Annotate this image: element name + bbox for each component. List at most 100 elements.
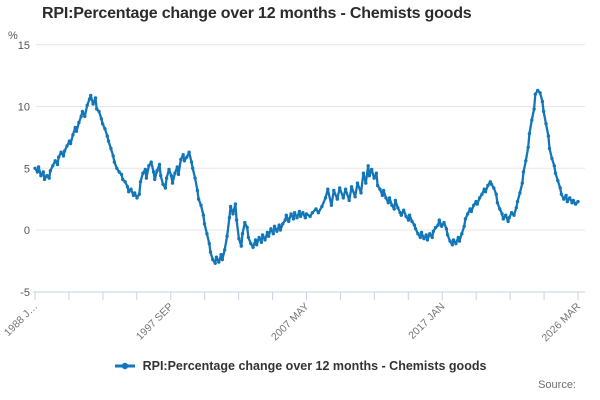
series-marker <box>374 171 379 175</box>
series-marker <box>576 199 580 204</box>
series-marker <box>149 160 153 164</box>
series-marker <box>509 211 514 215</box>
series-marker <box>144 176 149 180</box>
series-marker <box>526 145 530 149</box>
series-marker <box>51 164 55 168</box>
series-marker <box>205 232 209 236</box>
series-marker <box>151 170 156 174</box>
series-marker <box>295 216 299 220</box>
series-marker <box>556 178 560 183</box>
series-marker <box>518 191 522 195</box>
series-marker <box>175 165 179 169</box>
series-marker <box>527 132 532 136</box>
series-marker <box>62 149 67 153</box>
series-marker <box>310 211 315 215</box>
series-marker <box>323 196 328 200</box>
series-marker <box>419 230 424 235</box>
series-marker <box>36 165 41 169</box>
series-marker <box>281 222 285 226</box>
series-marker <box>380 193 385 198</box>
series-marker <box>199 203 203 207</box>
legend-item[interactable]: RPI:Percentage change over 12 months - C… <box>114 359 487 373</box>
series-marker <box>460 232 464 236</box>
series-marker <box>530 118 534 122</box>
series-marker <box>153 177 157 182</box>
series-marker <box>450 243 454 247</box>
series-marker <box>431 229 436 233</box>
series-marker <box>103 127 107 131</box>
chart-title: RPI:Percentage change over 12 months - C… <box>42 5 472 22</box>
series-marker <box>97 109 101 114</box>
series-marker <box>74 129 79 133</box>
series-marker <box>129 187 133 191</box>
series-marker <box>234 218 239 222</box>
series-marker <box>169 174 173 178</box>
x-tick-label: 2026 MAR <box>540 300 584 344</box>
series-marker <box>193 176 197 180</box>
series-marker <box>132 191 137 195</box>
series-marker <box>445 233 450 237</box>
legend-label: RPI:Percentage change over 12 months - C… <box>142 359 487 373</box>
series-marker <box>159 174 163 178</box>
series-marker <box>440 224 444 228</box>
series-marker <box>366 164 370 168</box>
series-marker <box>278 228 283 232</box>
series-marker <box>349 185 354 189</box>
series-marker <box>442 220 446 225</box>
series-marker <box>61 154 66 158</box>
series-marker <box>495 201 500 205</box>
series-marker <box>237 236 241 241</box>
series-marker <box>143 167 147 172</box>
series-marker <box>444 227 449 231</box>
series-marker <box>260 233 265 237</box>
series-marker <box>297 209 302 214</box>
series-marker <box>520 181 524 185</box>
series-marker <box>243 220 247 225</box>
series-marker <box>176 172 181 177</box>
series-marker <box>170 181 175 185</box>
series-marker <box>375 183 380 188</box>
series-marker <box>564 193 568 198</box>
series-marker <box>141 171 145 175</box>
series-marker <box>507 216 511 220</box>
series-marker <box>553 171 558 175</box>
series-marker <box>329 203 334 207</box>
legend: RPI:Percentage change over 12 months - C… <box>0 359 600 373</box>
series-marker <box>155 169 159 173</box>
series-marker <box>361 171 366 175</box>
series-marker <box>308 214 312 219</box>
series-marker <box>231 212 235 216</box>
series-marker <box>271 232 275 236</box>
series-marker <box>559 192 564 196</box>
series-marker <box>42 177 47 182</box>
series-marker <box>251 245 255 249</box>
series-marker <box>399 213 403 217</box>
series-marker <box>381 188 386 193</box>
series-marker <box>253 238 258 242</box>
series-marker <box>115 166 119 170</box>
series-marker <box>112 160 117 164</box>
series-marker <box>568 196 572 200</box>
series-marker <box>111 154 115 158</box>
series-marker <box>326 187 330 191</box>
y-tick-label: 5 <box>24 163 30 175</box>
series-marker <box>451 238 456 242</box>
series-marker <box>45 174 49 178</box>
series-marker <box>80 109 85 114</box>
series-marker <box>35 170 40 174</box>
x-tick-label: 2017 JAN <box>406 301 447 342</box>
series-marker <box>469 209 473 214</box>
series-marker <box>498 207 502 211</box>
series-marker <box>255 243 259 247</box>
series-marker <box>135 196 139 200</box>
series-marker <box>424 233 428 237</box>
series-marker <box>167 167 171 172</box>
series-marker <box>223 248 227 252</box>
source-label: Source: <box>538 379 576 391</box>
series-marker <box>93 96 98 100</box>
series-marker <box>550 156 554 161</box>
series-marker <box>430 235 434 240</box>
series-marker <box>304 212 309 216</box>
series-marker <box>117 170 121 174</box>
series-marker <box>552 164 556 168</box>
